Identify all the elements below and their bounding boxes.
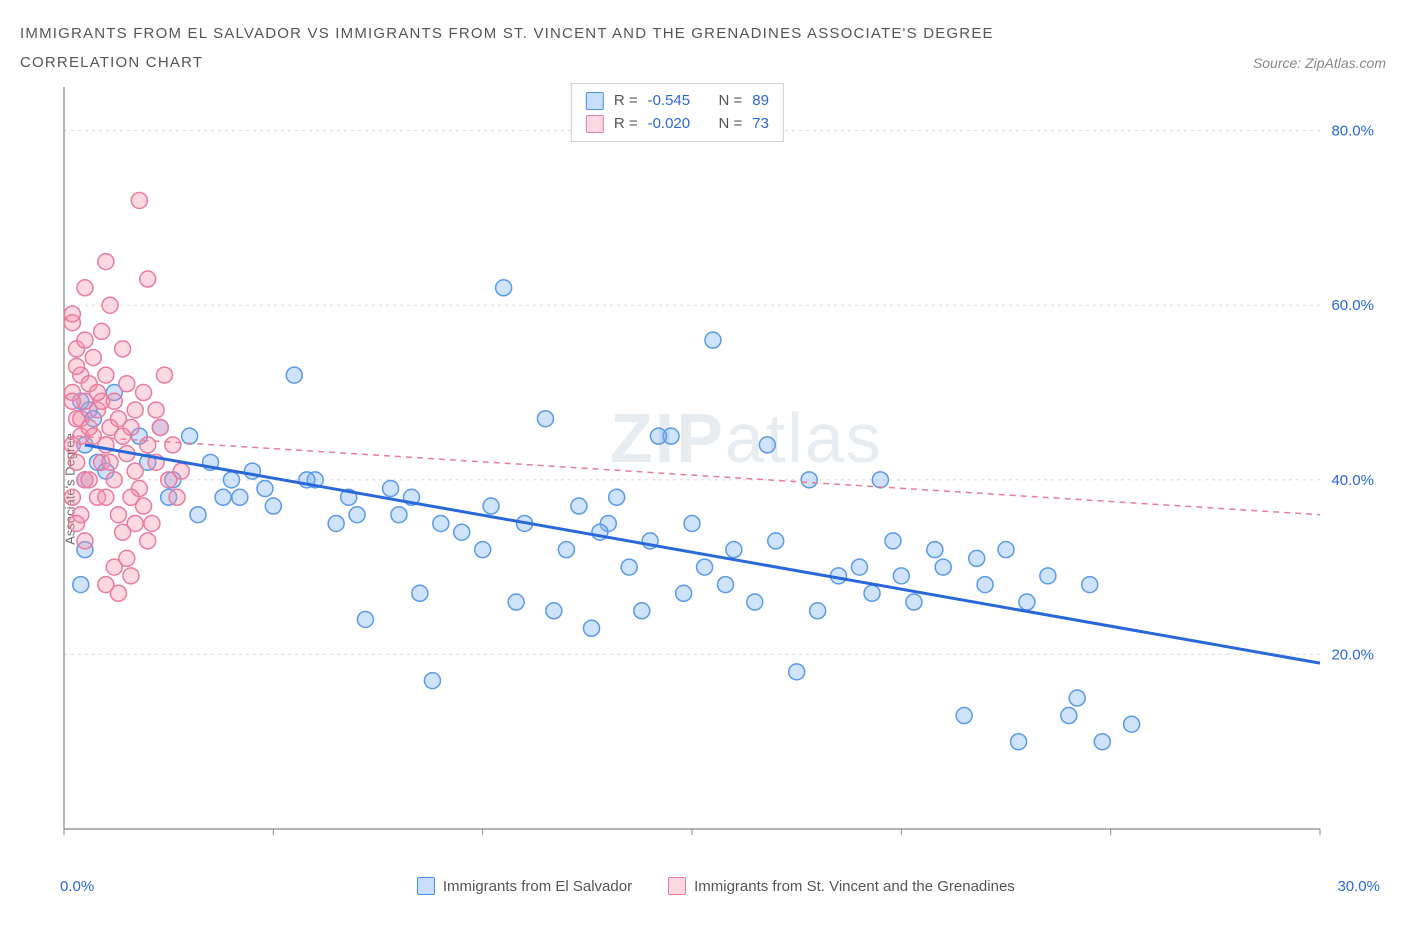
legend-label-1: Immigrants from El Salvador [443,878,632,895]
r-value-1: -0.545 [648,90,691,113]
r-label: R = [614,113,638,136]
svg-text:40.0%: 40.0% [1331,472,1374,489]
pink-swatch-icon [668,877,686,895]
svg-text:20.0%: 20.0% [1331,646,1374,663]
x-tick-min: 0.0% [60,878,94,895]
correlation-row-1: R = -0.545 N = 89 [586,90,769,113]
n-value-2: 73 [752,113,769,136]
legend-label-2: Immigrants from St. Vincent and the Gren… [694,878,1015,895]
chart-title-area: IMMIGRANTS FROM EL SALVADOR VS IMMIGRANT… [20,20,1386,71]
r-value-2: -0.020 [648,113,691,136]
title-line-1: IMMIGRANTS FROM EL SALVADOR VS IMMIGRANT… [20,20,1386,49]
svg-text:60.0%: 60.0% [1331,297,1374,314]
bottom-legend: 0.0% Immigrants from El Salvador Immigra… [20,871,1380,901]
legend-item-2: Immigrants from St. Vincent and the Gren… [668,877,1015,895]
legend-item-1: Immigrants from El Salvador [417,877,632,895]
plot-area: 20.0%40.0%60.0%80.0% ZIPatlas R = -0.545… [60,79,1380,859]
r-label: R = [614,90,638,113]
n-value-1: 89 [752,90,769,113]
pink-swatch-icon [586,115,604,133]
correlation-legend: R = -0.545 N = 89 R = -0.020 N = 73 [571,83,784,142]
blue-swatch-icon [417,877,435,895]
svg-text:80.0%: 80.0% [1331,123,1374,140]
x-tick-max: 30.0% [1337,878,1380,895]
blue-swatch-icon [586,92,604,110]
source-attribution: Source: ZipAtlas.com [20,55,1386,71]
correlation-row-2: R = -0.020 N = 73 [586,113,769,136]
chart-container: Associate's Degree 20.0%40.0%60.0%80.0% … [20,79,1380,899]
scatter-chart-svg: 20.0% 40.0% 60.0% 80.0% [60,79,1380,859]
n-label: N = [718,113,742,136]
n-label: N = [718,90,742,113]
